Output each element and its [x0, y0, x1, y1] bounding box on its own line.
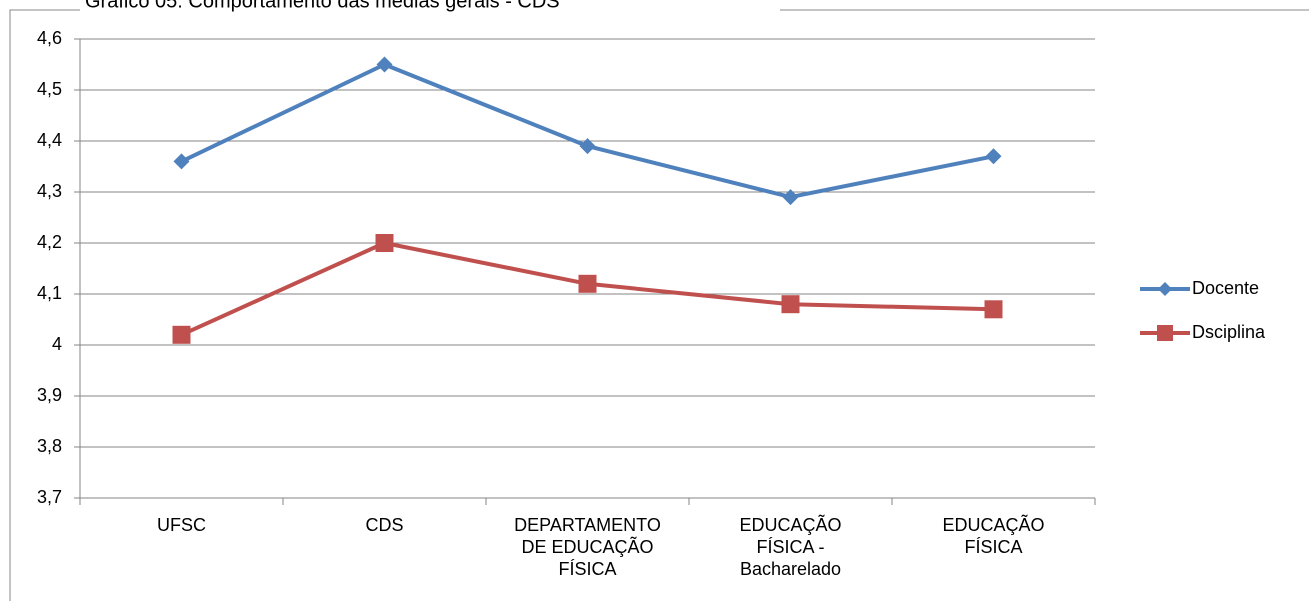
data-point — [579, 138, 596, 155]
data-point — [985, 148, 1002, 165]
x-tick-label: CDS — [365, 515, 404, 535]
data-point — [781, 295, 800, 314]
legend-marker — [1157, 325, 1173, 341]
data-point — [376, 56, 393, 73]
legend-label: Dsciplina — [1192, 322, 1266, 342]
y-tick-label: 4,5 — [37, 79, 62, 99]
y-tick-label: 4,3 — [37, 181, 62, 201]
data-point — [172, 325, 191, 344]
y-tick-label: 4 — [52, 334, 62, 354]
x-tick-label: EDUCAÇÃO FÍSICA - Bacharelado — [739, 515, 842, 579]
y-tick-label: 3,9 — [37, 385, 62, 405]
x-tick-label: UFSC — [157, 515, 206, 535]
legend-marker — [1158, 282, 1172, 296]
legend-label: Docente — [1192, 278, 1259, 298]
data-point — [578, 274, 597, 293]
chart-frame — [9, 9, 1309, 601]
x-tick-label: DEPARTAMENTO DE EDUCAÇÃO FÍSICA — [514, 515, 661, 579]
y-tick-label: 4,4 — [37, 130, 62, 150]
y-tick-label: 3,7 — [37, 487, 62, 507]
data-point — [173, 153, 190, 170]
data-point — [375, 234, 394, 252]
chart-title: Gráfico 05: Comportamento das médias ger… — [85, 0, 560, 12]
y-tick-label: 3,8 — [37, 436, 62, 456]
data-point — [984, 300, 1003, 319]
y-tick-label: 4,1 — [37, 283, 62, 303]
y-tick-label: 4,2 — [37, 232, 62, 252]
title-background — [80, 0, 780, 20]
x-tick-label: EDUCAÇÃO FÍSICA — [942, 515, 1045, 557]
series-line — [180, 62, 994, 200]
data-point — [782, 189, 799, 206]
y-tick-label: 4,6 — [37, 28, 62, 48]
